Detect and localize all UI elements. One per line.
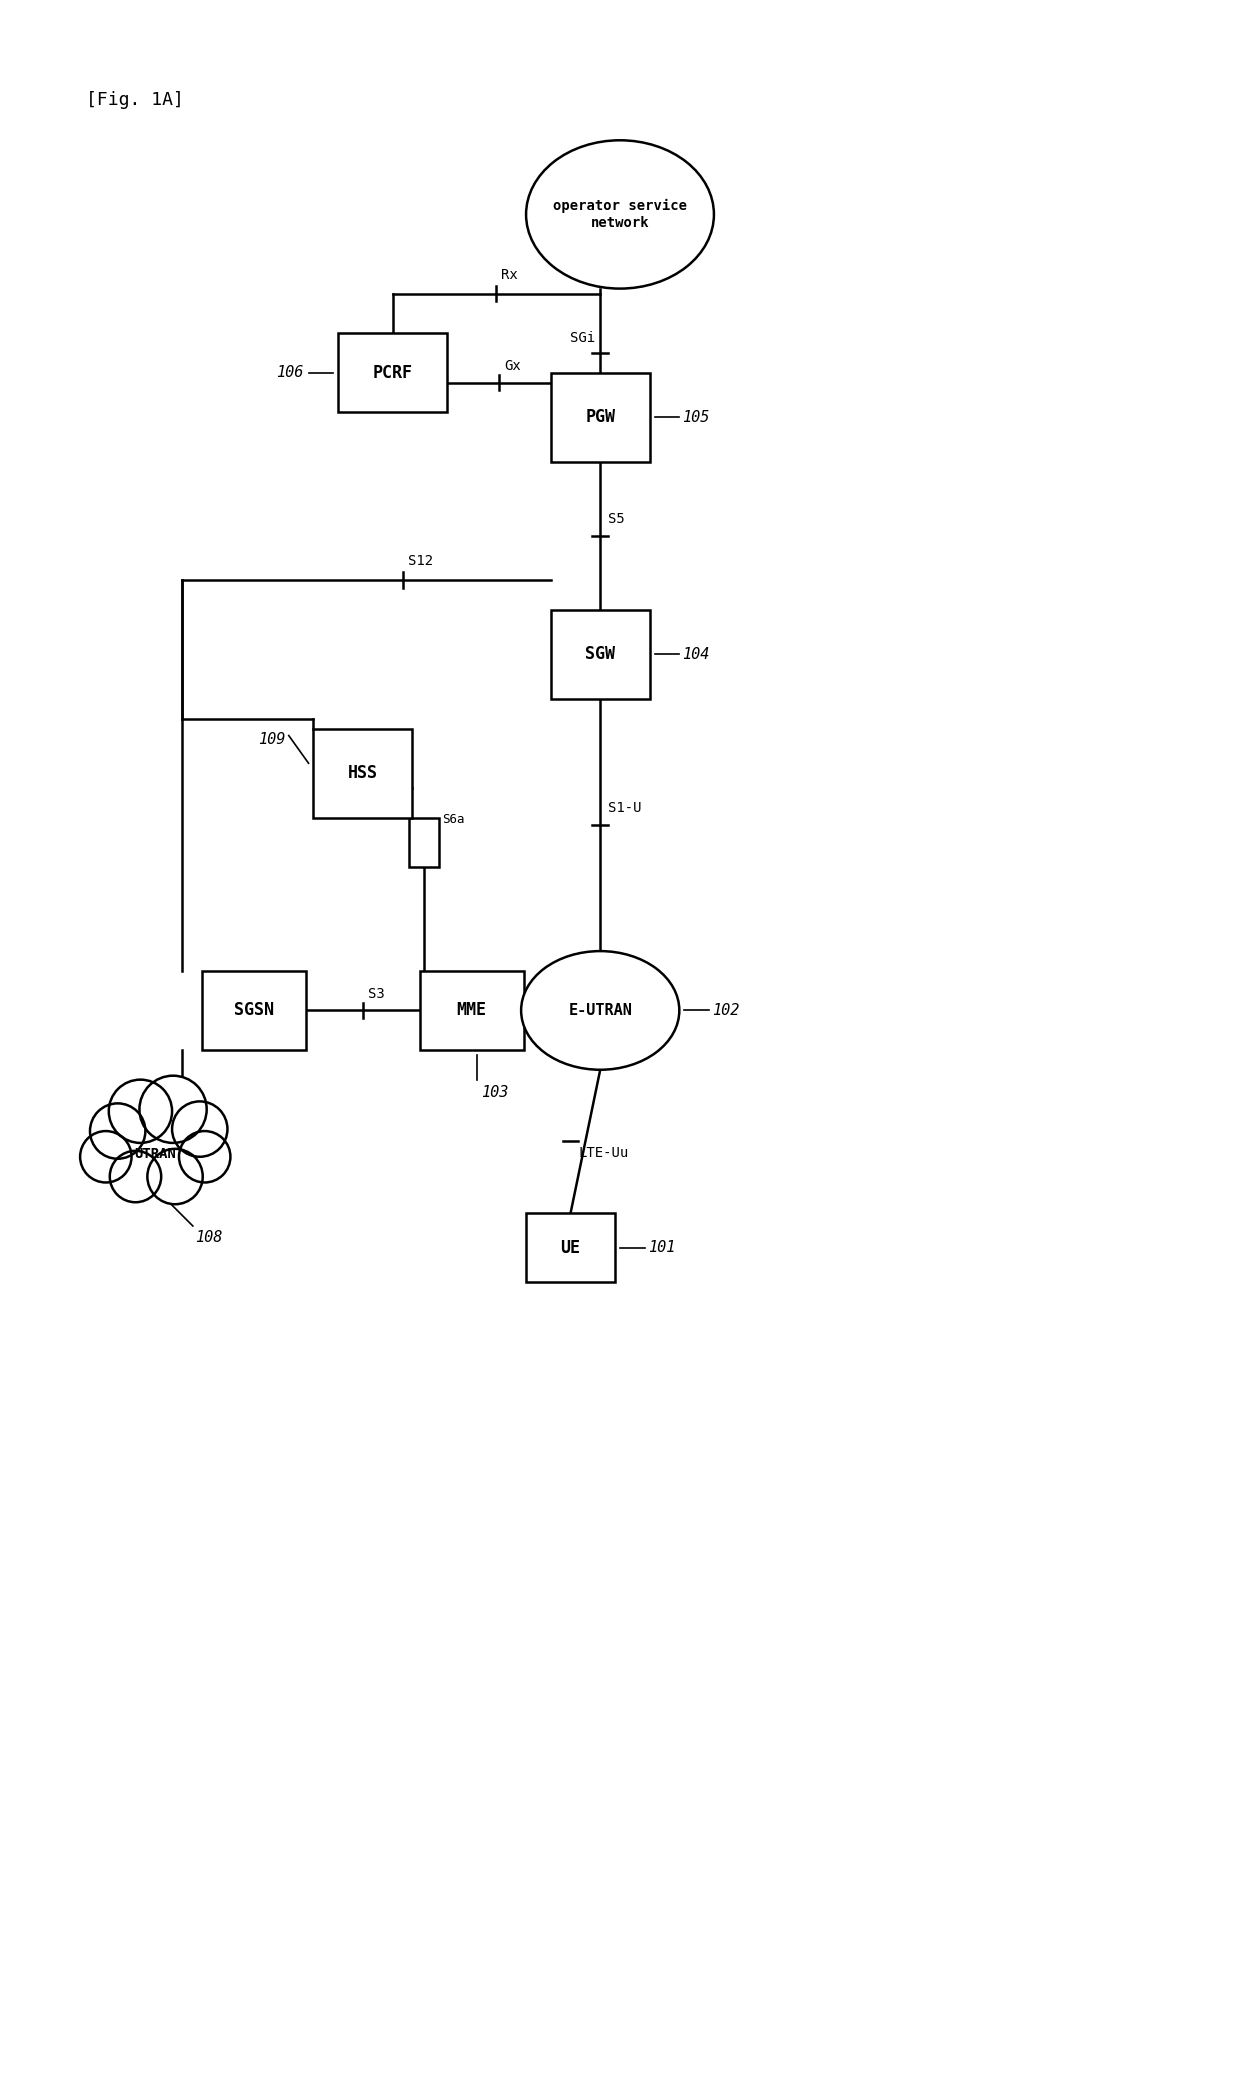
Text: 103: 103 (481, 1084, 508, 1100)
Text: 106: 106 (277, 365, 304, 379)
Circle shape (110, 1151, 161, 1203)
Text: SGW: SGW (585, 646, 615, 664)
Text: MME: MME (456, 1002, 486, 1019)
Text: 102: 102 (712, 1002, 739, 1019)
Text: UTRAN: UTRAN (134, 1147, 176, 1161)
Bar (526, 1214, 615, 1283)
Text: 105: 105 (682, 409, 709, 425)
Text: [Fig. 1A]: [Fig. 1A] (86, 90, 184, 109)
Text: operator service
network: operator service network (553, 199, 687, 231)
Text: Gx: Gx (503, 358, 521, 373)
Bar (420, 970, 523, 1050)
Bar (551, 373, 650, 461)
Text: Rx: Rx (501, 268, 518, 281)
Text: UE: UE (560, 1239, 580, 1258)
Circle shape (172, 1100, 227, 1157)
Text: HSS: HSS (348, 765, 378, 782)
Bar (551, 610, 650, 698)
Bar (202, 970, 306, 1050)
Circle shape (81, 1132, 131, 1182)
Circle shape (139, 1075, 207, 1142)
Text: 104: 104 (682, 648, 709, 662)
Bar (314, 729, 413, 817)
Circle shape (109, 1079, 172, 1142)
Ellipse shape (521, 952, 680, 1069)
Text: S6a: S6a (441, 813, 465, 826)
Text: PGW: PGW (585, 409, 615, 425)
Text: S4: S4 (542, 973, 559, 985)
Text: S5: S5 (608, 511, 625, 526)
Text: PCRF: PCRF (372, 363, 413, 381)
Text: 108: 108 (195, 1230, 222, 1245)
Text: LTE-Uu: LTE-Uu (579, 1147, 629, 1161)
Text: S1-MME: S1-MME (527, 987, 578, 1000)
Text: 101: 101 (647, 1241, 675, 1256)
Circle shape (179, 1132, 231, 1182)
Text: S12: S12 (408, 555, 433, 568)
Circle shape (148, 1149, 202, 1205)
Ellipse shape (526, 140, 714, 289)
Text: SGi: SGi (570, 331, 595, 346)
Bar (339, 333, 446, 413)
Text: S3: S3 (368, 987, 384, 1000)
Bar (409, 817, 439, 868)
Circle shape (91, 1102, 145, 1159)
Text: E-UTRAN: E-UTRAN (568, 1002, 632, 1019)
Text: S1-U: S1-U (608, 801, 641, 815)
Ellipse shape (105, 1121, 205, 1176)
Text: 109: 109 (258, 732, 285, 746)
Text: SGSN: SGSN (234, 1002, 274, 1019)
